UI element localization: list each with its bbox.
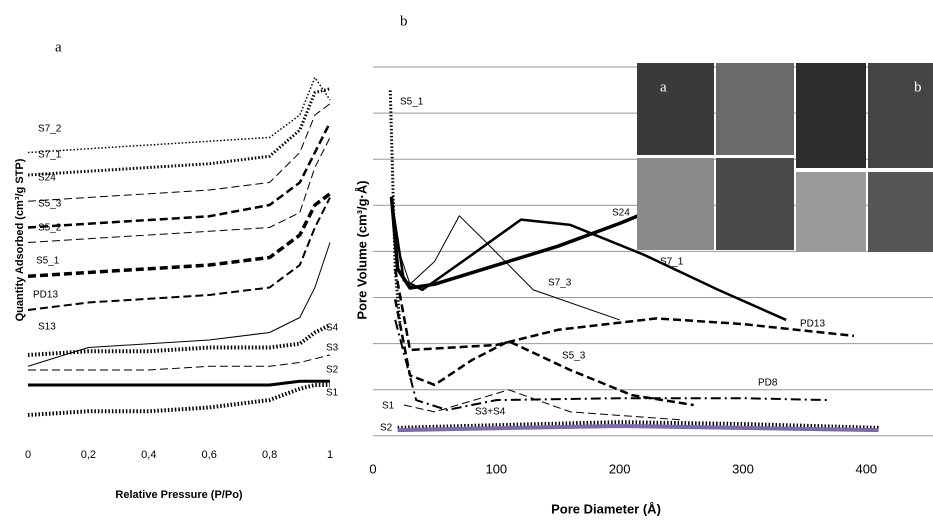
series-line — [403, 389, 682, 421]
series-label: S3+S4 — [475, 407, 506, 418]
series-line — [27, 87, 331, 177]
y-axis-label: Pore Volume (cm³/g·Å) — [354, 180, 369, 319]
sem-image — [796, 63, 866, 168]
y-axis-label: Quantity Adsorbed (cm³/g STP) — [14, 158, 26, 321]
series-label: S5_2 — [38, 223, 62, 234]
x-tick-label: 300 — [732, 461, 754, 476]
series-label: PD8 — [758, 378, 778, 389]
x-tick-label: 0 — [369, 461, 376, 476]
series-line — [27, 383, 330, 417]
series-label: S24 — [38, 173, 56, 184]
series-label: PD13 — [33, 290, 58, 301]
series-line — [27, 137, 331, 243]
x-tick-label: 400 — [855, 461, 877, 476]
series-label: S3 — [326, 343, 339, 354]
x-tick-label: 0,6 — [202, 449, 217, 461]
series-label: S4 — [326, 323, 339, 334]
series-line — [27, 197, 331, 311]
series-label: S7_3 — [548, 278, 572, 289]
sem-image — [868, 63, 933, 168]
series-label: S1 — [382, 401, 395, 412]
x-tick-label: 0,8 — [262, 449, 277, 461]
tem-image — [716, 63, 794, 155]
series-label: S7_1 — [660, 257, 684, 268]
inset-label: a — [660, 79, 667, 95]
series-label: S5_3 — [562, 351, 586, 362]
series-line — [27, 103, 331, 202]
series-label: S5_3 — [38, 199, 62, 210]
x-tick-label: 100 — [485, 461, 507, 476]
series-line — [27, 76, 331, 154]
series-label: S7_2 — [38, 124, 62, 135]
x-axis-label: Relative Pressure (P/Po) — [115, 489, 243, 501]
x-tick-label: 0 — [25, 449, 31, 461]
series-label: S2 — [380, 423, 393, 434]
x-tick-label: 1 — [327, 449, 333, 461]
series-line — [28, 354, 331, 371]
series-line — [394, 215, 620, 321]
tem-image — [716, 158, 794, 250]
x-axis-label: Pore Diameter (Å) — [551, 501, 661, 516]
series-label: S1 — [326, 388, 339, 399]
series-line — [27, 323, 331, 357]
series-label: S13 — [38, 322, 56, 333]
series-label: S5_1 — [400, 97, 424, 108]
series-line — [27, 121, 332, 229]
x-tick-label: 0,2 — [81, 449, 96, 461]
series-line — [27, 192, 332, 278]
series-line — [27, 242, 331, 367]
series-label: S24 — [612, 208, 630, 219]
sem-image — [868, 172, 933, 252]
series-label: S5_1 — [36, 256, 60, 267]
tem-image — [637, 63, 714, 155]
series-line — [393, 268, 855, 352]
series-line — [28, 379, 330, 387]
inset-label: b — [914, 79, 922, 95]
series-line — [389, 196, 639, 290]
series-line — [397, 423, 879, 433]
series-line — [394, 319, 830, 411]
panel-title: b — [400, 13, 408, 29]
series-line — [393, 299, 694, 407]
series-label: S7_1 — [38, 150, 62, 161]
sem-image — [796, 172, 866, 252]
series-label: S2 — [326, 365, 339, 376]
panel-title: a — [55, 39, 62, 55]
x-tick-label: 200 — [609, 461, 631, 476]
x-tick-label: 0,4 — [141, 449, 156, 461]
insets: a b — [637, 63, 933, 252]
tem-image — [637, 158, 714, 250]
series-label: PD13 — [800, 319, 825, 330]
